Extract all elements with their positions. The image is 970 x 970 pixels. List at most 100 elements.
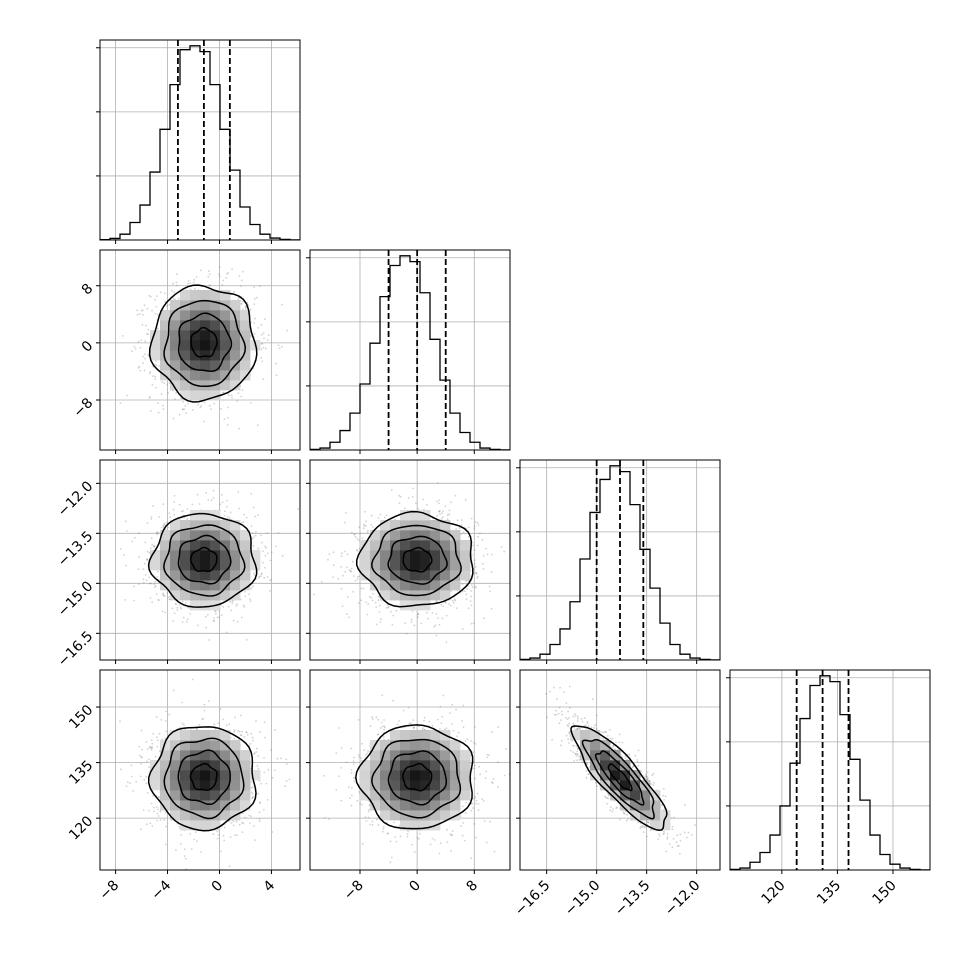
density-cell bbox=[180, 520, 191, 531]
scatter-point bbox=[441, 617, 444, 620]
density-cell bbox=[230, 560, 241, 571]
scatter-point bbox=[471, 553, 473, 556]
scatter-point bbox=[412, 487, 415, 490]
scatter-point bbox=[462, 531, 465, 533]
density-cell bbox=[190, 600, 201, 611]
scatter-point bbox=[199, 269, 202, 272]
scatter-point bbox=[171, 289, 173, 292]
scatter-point bbox=[360, 587, 363, 590]
scatter-point bbox=[500, 546, 503, 548]
density-cell bbox=[190, 530, 201, 541]
scatter-point bbox=[264, 566, 266, 569]
scatter-point bbox=[488, 585, 491, 588]
scatter-point bbox=[254, 298, 256, 300]
scatter-point bbox=[237, 298, 240, 301]
scatter-point bbox=[142, 568, 145, 570]
scatter-point bbox=[150, 537, 153, 539]
scatter-point bbox=[370, 514, 373, 517]
scatter-point bbox=[154, 375, 157, 378]
density-cell bbox=[220, 590, 231, 601]
scatter-point bbox=[404, 622, 407, 624]
scatter-point bbox=[158, 516, 161, 518]
density-cell bbox=[150, 560, 161, 571]
scatter-point bbox=[241, 389, 244, 392]
scatter-point bbox=[242, 521, 245, 523]
density-cell bbox=[220, 520, 231, 531]
scatter-point bbox=[225, 277, 227, 279]
scatter-point bbox=[220, 614, 223, 617]
density-cell bbox=[210, 320, 221, 331]
density-cell bbox=[240, 370, 251, 381]
scatter-point bbox=[155, 593, 158, 595]
scatter-point bbox=[260, 573, 263, 576]
scatter-point bbox=[449, 604, 452, 607]
scatter-point bbox=[154, 545, 156, 547]
scatter-point bbox=[266, 339, 269, 341]
scatter-point bbox=[133, 585, 136, 588]
scatter-point bbox=[226, 499, 228, 502]
scatter-point bbox=[470, 590, 473, 592]
scatter-point bbox=[146, 559, 149, 562]
scatter-point bbox=[136, 313, 139, 316]
scatter-point bbox=[470, 622, 473, 625]
scatter-point bbox=[267, 552, 269, 555]
scatter-point bbox=[444, 601, 447, 604]
scatter-point bbox=[438, 499, 441, 501]
scatter-point bbox=[249, 598, 252, 600]
density-cell bbox=[200, 300, 211, 311]
scatter-point bbox=[178, 503, 181, 506]
scatter-point bbox=[268, 590, 271, 592]
density-cell bbox=[190, 570, 201, 581]
scatter-point bbox=[182, 400, 184, 403]
scatter-point bbox=[253, 536, 255, 539]
scatter-point bbox=[155, 364, 158, 366]
scatter-point bbox=[155, 295, 158, 297]
scatter-point bbox=[160, 291, 162, 293]
scatter-point bbox=[209, 284, 212, 287]
scatter-point bbox=[260, 333, 263, 336]
scatter-point bbox=[479, 532, 481, 535]
scatter-point bbox=[448, 603, 450, 605]
density-cell bbox=[220, 380, 231, 391]
scatter-point bbox=[145, 579, 148, 582]
density-cell bbox=[230, 580, 241, 591]
scatter-point bbox=[313, 593, 315, 596]
scatter-point bbox=[366, 613, 369, 616]
scatter-point bbox=[473, 622, 475, 625]
scatter-point bbox=[346, 596, 349, 598]
scatter-point bbox=[377, 595, 380, 598]
panel-frame bbox=[99, 459, 301, 661]
scatter-point bbox=[155, 360, 158, 362]
scatter-point bbox=[193, 288, 196, 290]
scatter-point bbox=[139, 347, 142, 349]
scatter-point bbox=[260, 348, 263, 351]
scatter-point bbox=[154, 312, 157, 315]
scatter-point bbox=[356, 578, 359, 580]
scatter-point bbox=[199, 406, 202, 409]
scatter-point bbox=[351, 560, 354, 563]
density-cell bbox=[200, 600, 211, 611]
scatter-point bbox=[398, 502, 401, 505]
scatter-point bbox=[252, 585, 254, 588]
density-cell bbox=[160, 320, 171, 331]
scatter-point bbox=[146, 558, 149, 561]
scatter-point bbox=[399, 495, 402, 498]
scatter-point bbox=[156, 531, 158, 534]
scatter-point bbox=[137, 366, 140, 369]
scatter-point bbox=[473, 559, 476, 562]
scatter-point bbox=[189, 288, 192, 291]
scatter-point bbox=[208, 404, 211, 407]
scatter-point bbox=[144, 340, 147, 342]
density-cell bbox=[190, 370, 201, 381]
scatter-point bbox=[365, 525, 367, 527]
scatter-point bbox=[491, 553, 493, 556]
scatter-point bbox=[278, 347, 281, 350]
scatter-point bbox=[220, 408, 222, 410]
density-cell bbox=[230, 330, 241, 341]
scatter-point bbox=[466, 588, 469, 590]
scatter-point bbox=[467, 526, 470, 529]
scatter-point bbox=[410, 621, 413, 623]
scatter-point bbox=[242, 300, 244, 303]
scatter-point bbox=[166, 521, 168, 524]
